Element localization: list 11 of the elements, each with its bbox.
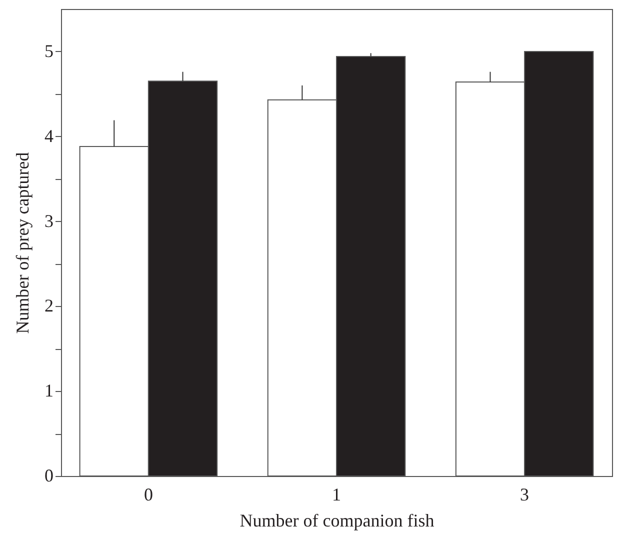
x-tick-label: 0 xyxy=(144,484,153,504)
x-axis-title: Number of companion fish xyxy=(240,510,434,530)
y-tick-label: 1 xyxy=(44,380,54,401)
y-tick-label: 3 xyxy=(44,210,54,231)
x-tick-label: 1 xyxy=(332,484,341,504)
y-tick-label: 0 xyxy=(44,466,54,486)
y-tick-label: 2 xyxy=(44,296,54,316)
y-tick-label: 5 xyxy=(44,40,54,61)
y-axis-title: Number of prey captured xyxy=(12,152,32,334)
x-tick-label: 3 xyxy=(520,484,530,504)
y-tick-label: 4 xyxy=(44,126,54,146)
